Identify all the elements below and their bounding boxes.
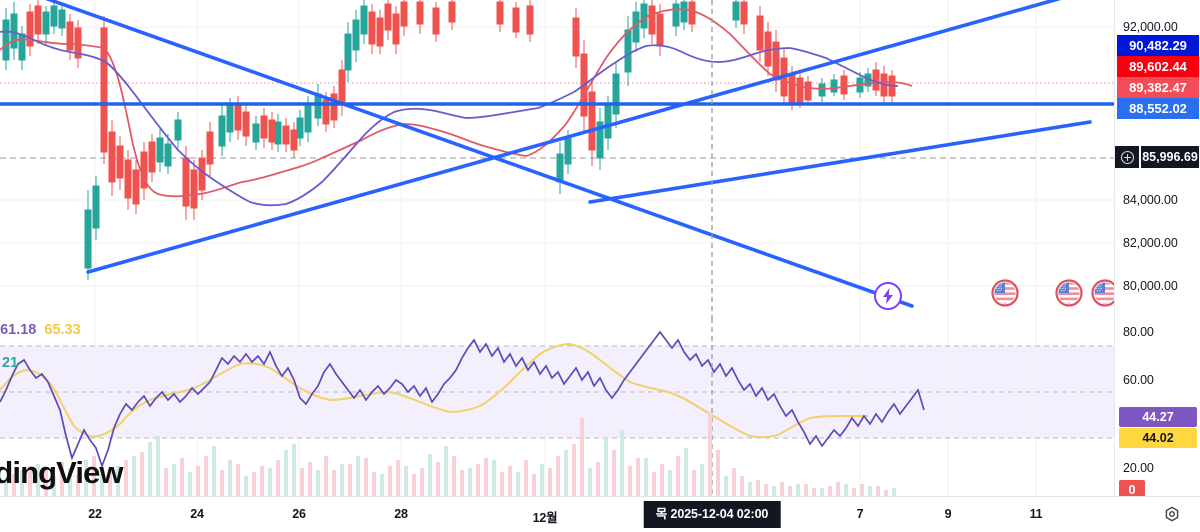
rsi-legend-value: 61.18 <box>0 322 37 338</box>
price-pane[interactable] <box>0 0 1114 318</box>
price-tick: 92,000.00 <box>1123 20 1178 34</box>
price-chart-svg <box>0 0 1114 318</box>
time-tick: 9 <box>944 507 952 521</box>
time-tick: 22 <box>88 507 102 521</box>
rsi-tick: 20.00 <box>1123 461 1154 475</box>
time-tick: 28 <box>394 507 408 521</box>
horizontal-line-label[interactable]: 88,552.02 <box>1117 98 1199 119</box>
time-tick: 26 <box>292 507 306 521</box>
ascending-trendline-main <box>86 0 1062 274</box>
crosshair-price-label: 85,996.69 <box>1141 146 1199 168</box>
rsi-legend[interactable]: e 61.18 65.33 <box>0 322 81 338</box>
time-axis[interactable]: 22 24 26 28 12월 7 9 11 목 2025-12-04 02… <box>0 496 1200 532</box>
rsi-tick: 60.00 <box>1123 373 1154 387</box>
add-alert-icon[interactable] <box>1115 146 1139 168</box>
time-tick: 7 <box>856 507 864 521</box>
volume-series <box>4 412 896 496</box>
rsi-level-lines <box>0 345 1114 439</box>
time-tick: 12월 <box>532 511 558 525</box>
trendline-drawings <box>45 0 1092 308</box>
descending-trendline <box>45 0 914 308</box>
us-flag-event-icon[interactable] <box>1054 278 1084 308</box>
rsi-chart-svg <box>0 318 1114 496</box>
time-tick: 24 <box>190 507 204 521</box>
rsi-ma-legend-value: 65.33 <box>44 322 81 338</box>
time-tick: 11 <box>1029 507 1043 521</box>
volume-value-label[interactable]: 0 <box>1119 480 1145 500</box>
tradingview-watermark: adingView <box>0 455 124 490</box>
price-tick: 84,000.00 <box>1123 193 1178 207</box>
bollinger-upper-label[interactable]: 90,482.29 <box>1117 35 1199 56</box>
ma-fast-line <box>0 8 913 198</box>
ma-fast-label[interactable]: 89,602.44 <box>1117 56 1199 77</box>
rsi-value-label[interactable]: 44.27 <box>1119 407 1197 427</box>
rsi-tick: 80.00 <box>1123 325 1154 339</box>
price-axis[interactable]: 92,000.00 84,000.00 82,000.00 80,000.00 … <box>1114 0 1200 500</box>
us-flag-event-icon[interactable] <box>1090 278 1120 308</box>
ma-legend-label: 21 <box>2 355 19 371</box>
gear-icon[interactable] <box>1162 505 1182 525</box>
ma-slow-line <box>0 30 899 207</box>
ascending-trendline-secondary <box>588 120 1092 204</box>
price-tick: 82,000.00 <box>1123 236 1178 250</box>
rsi-pane[interactable] <box>0 318 1114 496</box>
rsi-line <box>0 330 925 469</box>
rsi-vertical-gridlines <box>94 318 1037 496</box>
ma-slow-label[interactable]: 89,382.47 <box>1117 77 1199 98</box>
lightning-icon[interactable] <box>873 281 903 311</box>
rsi-ma-value-label[interactable]: 44.02 <box>1119 428 1197 448</box>
crosshair-date-label: 목 2025-12-04 02:00 <box>643 501 781 528</box>
price-tick: 80,000.00 <box>1123 279 1178 293</box>
rsi-ma-line <box>0 342 868 439</box>
us-flag-event-icon[interactable] <box>990 278 1020 308</box>
